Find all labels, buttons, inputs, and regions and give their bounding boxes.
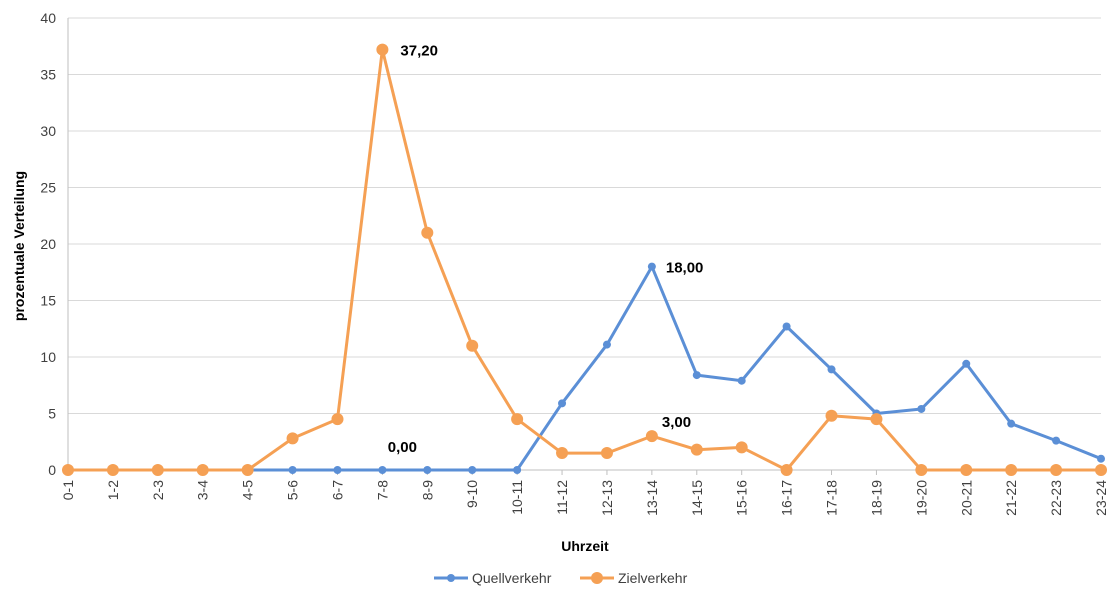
data-point-quellverkehr xyxy=(288,466,297,474)
x-tick-label: 8-9 xyxy=(419,480,435,500)
data-point-zielverkehr xyxy=(376,43,389,56)
data-point-quellverkehr xyxy=(737,376,746,385)
x-tick-label: 19-20 xyxy=(913,480,929,516)
data-point-zielverkehr xyxy=(600,447,613,460)
data-label: 18,00 xyxy=(666,260,704,277)
x-tick-label: 23-24 xyxy=(1093,480,1109,516)
y-tick-label: 5 xyxy=(48,406,56,422)
x-tick-label: 7-8 xyxy=(374,480,390,500)
x-tick-label: 16-17 xyxy=(779,480,795,516)
data-label: 0,00 xyxy=(388,439,417,456)
x-tick-label: 2-3 xyxy=(150,480,166,500)
series-markers xyxy=(62,43,1107,476)
data-point-zielverkehr xyxy=(151,464,164,476)
x-axis-title: Uhrzeit xyxy=(561,538,609,554)
series-line-zielverkehr xyxy=(66,48,1103,472)
data-point-quellverkehr xyxy=(692,371,701,380)
x-tick-label: 3-4 xyxy=(195,480,211,500)
y-tick-label: 15 xyxy=(40,293,56,309)
y-tick-label: 40 xyxy=(40,10,56,26)
x-tick-label: 4-5 xyxy=(240,480,256,500)
data-point-quellverkehr xyxy=(1097,454,1105,463)
data-point-zielverkehr xyxy=(1005,464,1018,476)
data-point-quellverkehr xyxy=(1007,419,1016,428)
data-point-quellverkehr xyxy=(558,399,567,408)
gridlines xyxy=(67,17,1101,471)
y-tick-labels: 0 5 10 15 20 25 30 35 40 xyxy=(40,10,56,478)
x-tick-label: 11-12 xyxy=(554,480,570,515)
data-point-zielverkehr xyxy=(106,464,119,476)
x-tick-label: 0-1 xyxy=(60,480,76,500)
series-lines xyxy=(66,48,1103,472)
data-point-zielverkehr xyxy=(960,464,973,476)
data-point-quellverkehr xyxy=(378,466,387,474)
data-point-zielverkehr xyxy=(1050,464,1063,476)
data-point-zielverkehr xyxy=(870,413,883,426)
data-point-zielverkehr xyxy=(466,339,479,352)
data-point-zielverkehr xyxy=(780,464,793,476)
legend-swatch-marker xyxy=(591,572,603,584)
data-point-quellverkehr xyxy=(513,466,522,474)
x-tick-label: 17-18 xyxy=(824,480,840,516)
x-tick-label: 21-22 xyxy=(1003,480,1019,516)
y-tick-label: 30 xyxy=(40,123,56,139)
x-tick-label: 10-11 xyxy=(509,480,525,515)
x-tick-labels: 0-1 1-2 2-3 3-4 4-5 5-6 6-7 7-8 8-9 9-10 10-11 11-1… xyxy=(60,470,1109,516)
data-labels: 37,20 18,00 3,00 0,00 xyxy=(388,43,704,456)
y-tick-label: 25 xyxy=(40,180,56,196)
x-tick-label: 18-19 xyxy=(868,480,884,516)
data-point-zielverkehr xyxy=(556,447,569,460)
data-point-zielverkehr xyxy=(645,430,658,443)
data-point-zielverkehr xyxy=(1095,464,1107,476)
y-tick-label: 0 xyxy=(48,462,56,478)
y-tick-label: 35 xyxy=(40,67,56,83)
data-point-zielverkehr xyxy=(241,464,254,476)
y-axis-title: prozentuale Verteilung xyxy=(11,171,27,321)
y-tick-label: 10 xyxy=(40,349,56,365)
data-point-zielverkehr xyxy=(511,413,524,426)
data-label: 37,20 xyxy=(400,43,438,60)
x-tick-label: 6-7 xyxy=(329,480,345,500)
legend: Quellverkehr Zielverkehr xyxy=(434,570,688,586)
data-label: 3,00 xyxy=(662,414,691,431)
data-point-quellverkehr xyxy=(1052,436,1061,445)
data-point-zielverkehr xyxy=(735,441,748,454)
x-tick-label: 22-23 xyxy=(1048,480,1064,516)
x-tick-label: 15-16 xyxy=(734,480,750,516)
data-point-zielverkehr xyxy=(62,464,74,476)
data-point-zielverkehr xyxy=(196,464,209,476)
data-point-quellverkehr xyxy=(782,322,791,331)
x-tick-label: 5-6 xyxy=(285,480,301,500)
x-tick-label: 12-13 xyxy=(599,480,615,516)
data-point-quellverkehr xyxy=(917,404,926,413)
data-point-zielverkehr xyxy=(421,226,434,239)
data-point-zielverkehr xyxy=(915,464,928,476)
data-point-quellverkehr xyxy=(647,262,656,271)
data-point-quellverkehr xyxy=(962,359,971,368)
data-point-zielverkehr xyxy=(690,443,703,456)
data-point-zielverkehr xyxy=(331,413,344,426)
data-point-quellverkehr xyxy=(602,340,611,349)
legend-swatch-marker xyxy=(447,574,455,582)
legend-label: Zielverkehr xyxy=(618,570,688,586)
x-tick-label: 14-15 xyxy=(689,480,705,516)
x-tick-label: 1-2 xyxy=(105,480,121,500)
x-tick-label: 9-10 xyxy=(464,480,480,508)
series-line-quellverkehr xyxy=(66,265,1103,472)
data-point-quellverkehr xyxy=(468,466,477,474)
data-point-quellverkehr xyxy=(423,466,432,474)
x-tick-label: 13-14 xyxy=(644,480,660,516)
data-point-zielverkehr xyxy=(286,432,299,445)
x-tick-label: 20-21 xyxy=(958,480,974,516)
data-point-zielverkehr xyxy=(825,409,838,422)
legend-label: Quellverkehr xyxy=(472,570,552,586)
y-tick-label: 20 xyxy=(40,236,56,252)
data-point-quellverkehr xyxy=(333,466,342,474)
data-point-quellverkehr xyxy=(827,365,836,374)
